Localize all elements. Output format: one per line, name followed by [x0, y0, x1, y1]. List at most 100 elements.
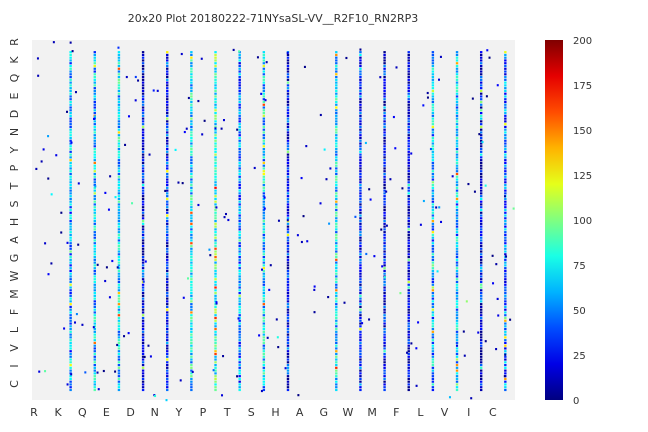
- heatmap-cell: [238, 217, 241, 220]
- heatmap-cell: [214, 181, 217, 184]
- heatmap-cell: [190, 269, 193, 273]
- heatmap-cell: [484, 184, 487, 187]
- heatmap-cell: [214, 159, 217, 162]
- heatmap-cell: [504, 128, 507, 131]
- heatmap-cell: [504, 383, 507, 386]
- heatmap-cell: [141, 59, 145, 62]
- heatmap-cell: [286, 159, 290, 162]
- heatmap-cell: [504, 120, 507, 123]
- heatmap-cell: [302, 215, 305, 218]
- heatmap-cell: [117, 311, 121, 314]
- heatmap-cell: [455, 222, 459, 225]
- heatmap-cell: [335, 366, 338, 369]
- heatmap-cell: [479, 303, 483, 306]
- heatmap-cell: [262, 333, 266, 336]
- heatmap-cell: [69, 214, 72, 217]
- heatmap-cell: [479, 134, 483, 137]
- heatmap-cell: [166, 267, 169, 270]
- heatmap-cell: [141, 106, 145, 109]
- heatmap-cell: [383, 358, 386, 361]
- heatmap-cell: [359, 150, 362, 153]
- heatmap-cell: [383, 352, 386, 356]
- heatmap-cell: [359, 314, 362, 317]
- heatmap-cell: [93, 84, 96, 87]
- heatmap-cell: [214, 333, 217, 336]
- heatmap-cell: [238, 314, 241, 317]
- heatmap-cell: [383, 156, 386, 159]
- heatmap-cell: [117, 128, 121, 131]
- heatmap-cell: [238, 280, 241, 284]
- heatmap-cell: [35, 167, 38, 171]
- heatmap-cell: [407, 145, 410, 148]
- heatmap-cell: [359, 76, 362, 79]
- heatmap-cell: [407, 366, 410, 369]
- heatmap-cell: [431, 156, 435, 159]
- heatmap-cell: [359, 311, 362, 314]
- heatmap-cell: [117, 125, 121, 129]
- heatmap-cell: [187, 277, 189, 280]
- heatmap-cell: [69, 208, 72, 212]
- heatmap-cell: [190, 89, 193, 93]
- heatmap-cell: [262, 89, 266, 93]
- heatmap-cell: [383, 242, 386, 245]
- heatmap-cell: [286, 114, 290, 117]
- heatmap-cell: [359, 377, 362, 381]
- heatmap-cell: [455, 117, 459, 120]
- heatmap-cell: [431, 377, 435, 381]
- heatmap-cell: [431, 322, 435, 325]
- heatmap-cell: [214, 339, 217, 342]
- heatmap-cell: [93, 311, 96, 314]
- heatmap-cell: [417, 321, 420, 324]
- heatmap-cell: [166, 170, 169, 173]
- heatmap-cell: [238, 292, 241, 295]
- heatmap-cell: [455, 386, 459, 389]
- heatmap-cell: [50, 193, 53, 196]
- heatmap-cell: [286, 145, 290, 148]
- heatmap-cell: [431, 388, 435, 392]
- heatmap-cell: [262, 214, 266, 217]
- heatmap-cell: [190, 242, 193, 245]
- heatmap-cell: [325, 178, 328, 181]
- heatmap-cell: [238, 145, 241, 148]
- heatmap-cell: [166, 220, 169, 223]
- heatmap-cell: [220, 127, 223, 130]
- heatmap-cell: [286, 247, 290, 250]
- heatmap-cell: [455, 164, 459, 167]
- heatmap-cell: [93, 156, 96, 159]
- heatmap-cell: [66, 383, 69, 386]
- heatmap-cell: [406, 351, 409, 354]
- heatmap-cell: [407, 184, 410, 187]
- heatmap-cell: [190, 76, 193, 79]
- heatmap-cell: [262, 139, 266, 142]
- heatmap-cell: [455, 203, 459, 206]
- heatmap-cell: [431, 231, 435, 234]
- heatmap-cell: [383, 200, 386, 203]
- heatmap-cell: [187, 96, 190, 100]
- heatmap-cell: [214, 127, 217, 130]
- x-tick-label: F: [393, 406, 399, 419]
- heatmap-cell: [93, 142, 96, 145]
- heatmap-cell: [69, 76, 72, 79]
- heatmap-cell: [277, 219, 280, 222]
- heatmap-cell: [238, 253, 241, 256]
- heatmap-cell: [117, 372, 121, 375]
- heatmap-cell: [383, 178, 386, 181]
- heatmap-cell: [512, 207, 515, 210]
- heatmap-cell: [504, 222, 507, 225]
- heatmap-cell: [69, 170, 72, 173]
- heatmap-cell: [166, 203, 169, 206]
- heatmap-cell: [504, 98, 507, 101]
- heatmap-cell: [286, 250, 290, 253]
- heatmap-cell: [284, 367, 287, 370]
- heatmap-cell: [69, 358, 72, 361]
- heatmap-cell: [380, 228, 383, 231]
- heatmap-cell: [190, 128, 193, 131]
- heatmap-cell: [69, 278, 72, 281]
- heatmap-cell: [117, 123, 121, 126]
- heatmap-cell: [93, 208, 96, 212]
- heatmap-cell: [166, 208, 169, 212]
- heatmap-cell: [383, 128, 386, 131]
- heatmap-cell: [286, 200, 290, 203]
- heatmap-cell: [504, 280, 507, 284]
- heatmap-cell: [141, 164, 145, 167]
